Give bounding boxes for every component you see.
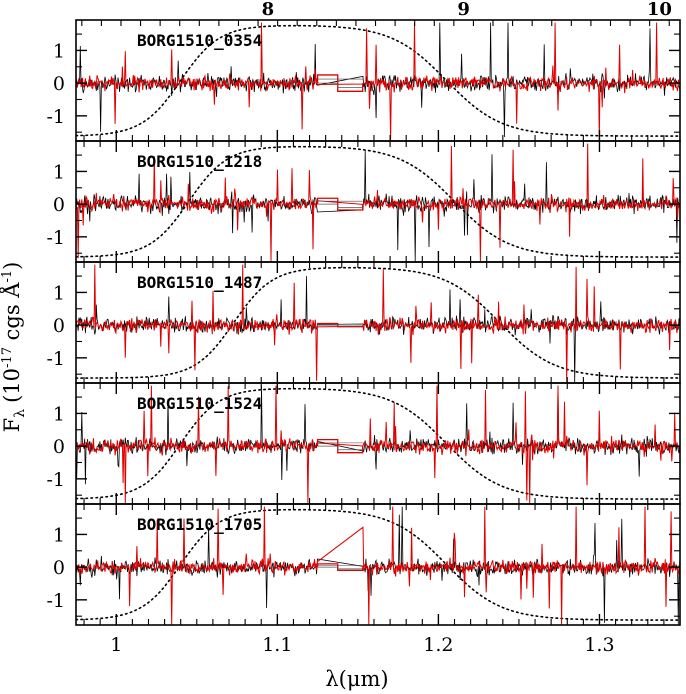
panel-label: BORG1510_1705 <box>137 515 262 534</box>
spectrum-model-line <box>76 385 680 504</box>
spectrum-data-line <box>76 506 680 625</box>
panel-plot-area <box>76 22 680 141</box>
panel-borg1510-0354: 1 0 -1 BORG1510_0354 <box>46 19 681 142</box>
spectrum-model-line <box>76 506 680 625</box>
y-tick-label: 0 <box>53 194 65 216</box>
panel-label: BORG1510_1524 <box>137 394 262 413</box>
panel-label: BORG1510_1487 <box>137 273 262 292</box>
bottom-wavelength-axis: 1 1.1 1.2 1.3 <box>110 634 614 656</box>
y-axis-title: Fλ (10-17 cgs Å-1) <box>0 262 28 433</box>
spectrum-model-line <box>76 22 680 141</box>
y-tick-label: 1 <box>53 524 65 546</box>
throughput-curve <box>76 387 680 500</box>
y-axis-title-exponent2: -1 <box>0 270 15 283</box>
throughput-curve <box>76 24 680 137</box>
x-tick-label: 1.2 <box>423 634 453 656</box>
y-tick-label: 1 <box>53 282 65 304</box>
throughput-curve <box>76 508 680 621</box>
x-tick-label: 1.3 <box>584 634 614 656</box>
y-tick-label: 1 <box>53 161 65 183</box>
x-axis-title: λ(μm) <box>325 667 388 691</box>
y-tick-label: 1 <box>53 403 65 425</box>
spectrum-model-line <box>76 143 680 262</box>
z-tick-label: 9 <box>457 0 470 20</box>
y-axis-title-exponent: -17 <box>0 347 15 368</box>
panel-borg1510-1487: 1 0 -1 BORG1510_1487 <box>46 261 681 384</box>
y-tick-label: 1 <box>53 40 65 62</box>
chip-gap-data-box <box>317 566 363 570</box>
y-tick-label: 0 <box>53 315 65 337</box>
z-tick-label: 10 <box>647 0 672 20</box>
chip-gap-data-box <box>317 324 363 327</box>
top-redshift-axis: 8 9 10 <box>81 0 672 26</box>
chip-gap-data-box <box>317 445 363 451</box>
panel-plot-area <box>76 385 680 504</box>
panel-borg1510-1524: 1 0 -1 BORG1510_1524 <box>46 382 681 505</box>
y-tick-label: -1 <box>46 106 65 128</box>
y-axis-title-symbol: F <box>0 418 24 433</box>
panel-plot-area <box>76 506 680 625</box>
panel-borg1510-1218: 1 0 -1 BORG1510_1218 <box>46 140 681 263</box>
y-axis-title-units-end: cgs Å <box>0 282 24 347</box>
y-tick-label: 0 <box>53 557 65 579</box>
y-axis-title-units: (10 <box>0 368 24 403</box>
panel-frame <box>75 503 681 626</box>
panel-label: BORG1510_0354 <box>137 31 262 50</box>
y-tick-label: 0 <box>53 73 65 95</box>
y-axis-title-close: ) <box>0 262 24 270</box>
panel-plot-area <box>76 143 680 262</box>
y-tick-label: -1 <box>46 469 65 491</box>
y-axis-title-subscript: λ <box>12 409 28 418</box>
spectrum-data-line <box>76 276 680 383</box>
chip-gap-data-box <box>317 203 363 208</box>
y-tick-label: -1 <box>46 227 65 249</box>
throughput-curve <box>76 145 680 258</box>
y-tick-label: -1 <box>46 348 65 370</box>
spectrum-model-line <box>76 264 680 383</box>
y-tick-label: -1 <box>46 590 65 612</box>
panel-plot-area <box>76 264 680 383</box>
chip-gap-data-box <box>317 82 363 89</box>
panel-label: BORG1510_1218 <box>137 152 262 171</box>
throughput-curve <box>76 266 680 379</box>
panel-borg1510-1705: 1 0 -1 BORG1510_1705 <box>46 503 681 626</box>
x-tick-label: 1 <box>110 634 122 656</box>
panel-stack: 1 0 -1 BORG1510_0354 1 0 -1 BORG1510_1218 1 0 -1 BO… <box>46 19 681 626</box>
z-tick-label: 8 <box>262 0 275 20</box>
x-tick-label: 1.1 <box>262 634 292 656</box>
y-tick-label: 0 <box>53 436 65 458</box>
